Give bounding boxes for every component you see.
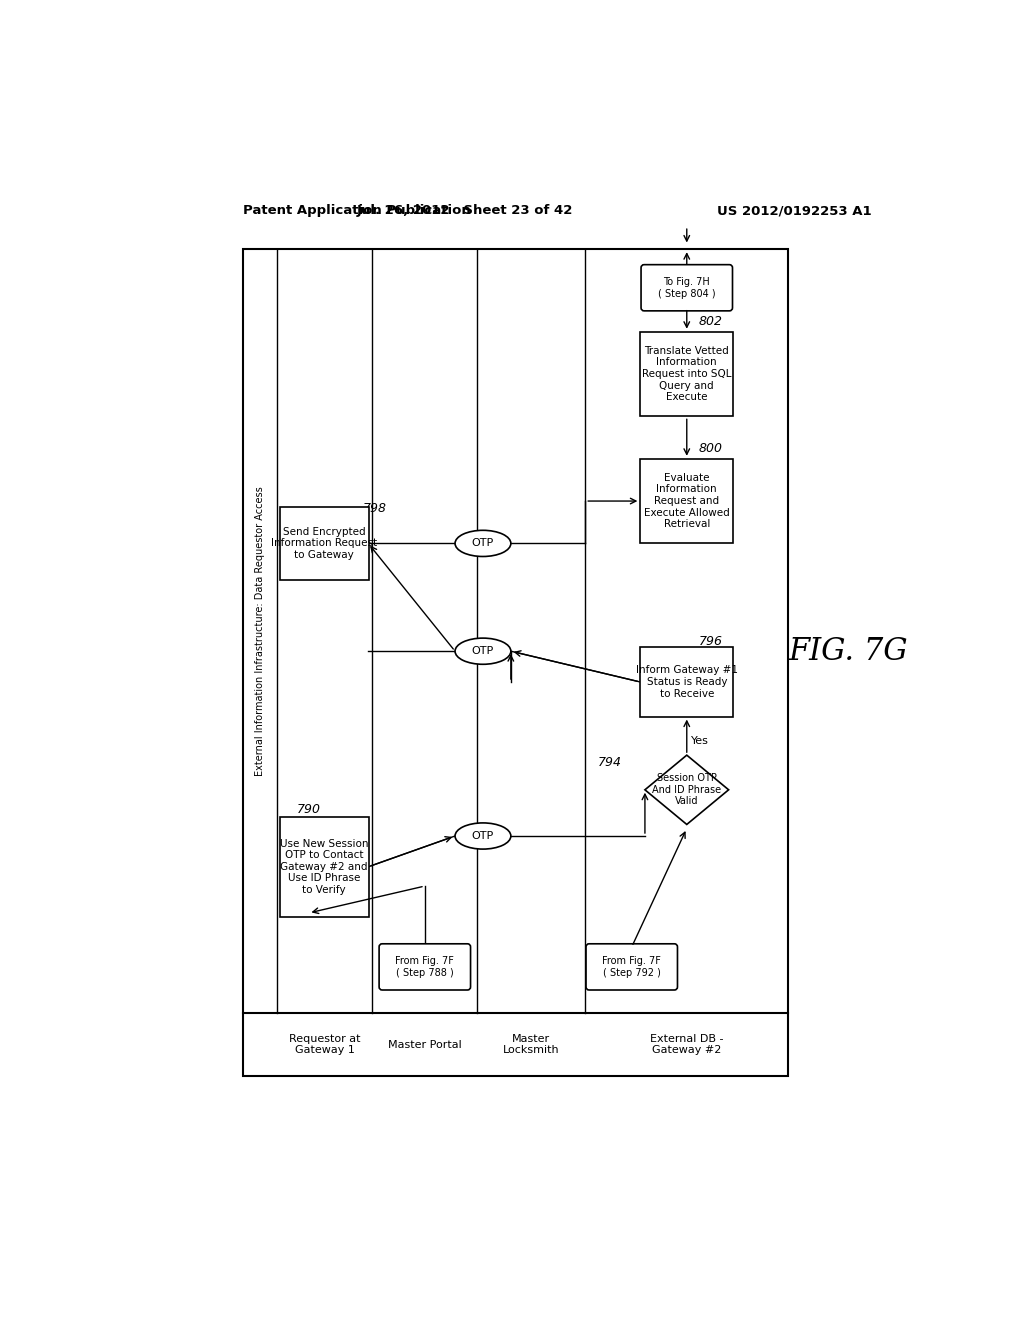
Bar [280,817,369,917]
Text: 790: 790 [297,803,321,816]
Text: 796: 796 [698,635,722,648]
Text: To Fig. 7H
( Step 804 ): To Fig. 7H ( Step 804 ) [658,277,716,298]
Bar [243,249,788,1076]
Ellipse shape [455,638,511,664]
Text: OTP: OTP [472,832,494,841]
Text: Translate Vetted
Information
Request into SQL
Query and
Execute: Translate Vetted Information Request int… [642,346,731,403]
Polygon shape [645,755,729,825]
Text: External Information Infrastructure: Data Requestor Access: External Information Infrastructure: Dat… [255,486,265,776]
FancyBboxPatch shape [641,264,732,312]
Text: From Fig. 7F
( Step 792 ): From Fig. 7F ( Step 792 ) [602,956,662,978]
Text: Requestor at
Gateway 1: Requestor at Gateway 1 [289,1034,360,1056]
FancyBboxPatch shape [379,944,471,990]
Text: Yes: Yes [690,737,709,746]
Text: From Fig. 7F
( Step 788 ): From Fig. 7F ( Step 788 ) [395,956,455,978]
Text: Master
Locksmith: Master Locksmith [503,1034,559,1056]
Text: Evaluate
Information
Request and
Execute Allowed
Retrieval: Evaluate Information Request and Execute… [644,473,730,529]
Text: Use New Session
OTP to Contact
Gateway #2 and
Use ID Phrase
to Verify: Use New Session OTP to Contact Gateway #… [280,838,369,895]
Bar [640,647,733,717]
Bar [640,459,733,544]
Text: 798: 798 [362,502,387,515]
Text: Inform Gateway #1
Status is Ready
to Receive: Inform Gateway #1 Status is Ready to Rec… [636,665,737,698]
Text: FIG. 7G: FIG. 7G [788,636,908,667]
Text: Jul. 26, 2012   Sheet 23 of 42: Jul. 26, 2012 Sheet 23 of 42 [357,205,573,218]
Text: Master Portal: Master Portal [387,1040,462,1049]
Ellipse shape [455,822,511,849]
Bar [280,507,369,579]
FancyBboxPatch shape [586,944,678,990]
Text: Patent Application Publication: Patent Application Publication [243,205,470,218]
Text: External DB -
Gateway #2: External DB - Gateway #2 [650,1034,724,1056]
Text: 794: 794 [598,756,622,770]
Text: Send Encrypted
Information Request
to Gateway: Send Encrypted Information Request to Ga… [271,527,377,560]
Text: Session OTP
And ID Phrase
Valid: Session OTP And ID Phrase Valid [652,774,721,807]
Bar [640,331,733,416]
Text: 800: 800 [698,442,722,455]
Text: US 2012/0192253 A1: US 2012/0192253 A1 [717,205,871,218]
Text: OTP: OTP [472,647,494,656]
Text: OTP: OTP [472,539,494,548]
Ellipse shape [455,531,511,557]
Text: 802: 802 [698,315,722,329]
